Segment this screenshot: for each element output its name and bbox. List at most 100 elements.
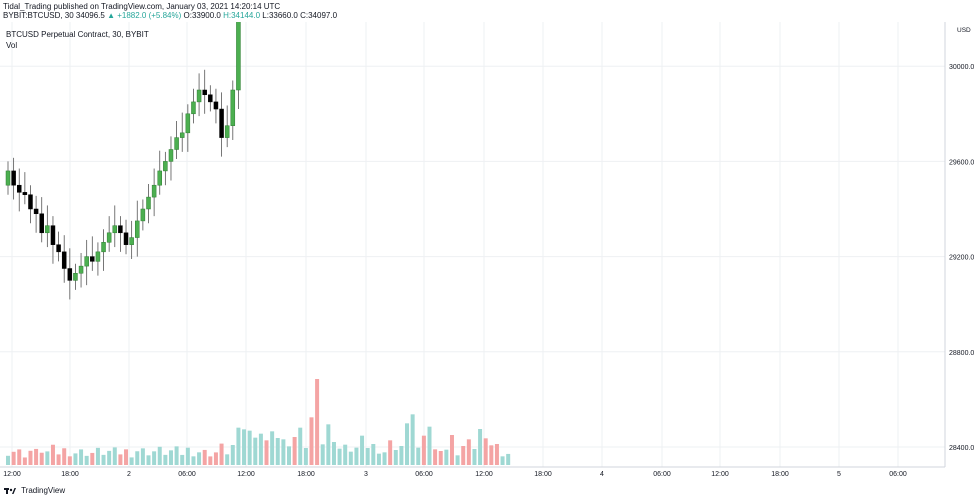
close-value: C:34097.0: [300, 11, 338, 20]
volume-bar: [39, 452, 44, 465]
volume-bar: [242, 429, 247, 465]
candle-body: [236, 22, 241, 91]
candle-body: [56, 244, 61, 253]
volume-bar: [281, 439, 286, 465]
time-tick: 12:00: [475, 471, 493, 478]
price-axis-bg: [945, 22, 980, 482]
candle-body: [84, 256, 89, 267]
candle-body: [230, 89, 236, 126]
volume-bar: [168, 450, 173, 465]
candle-body: [45, 225, 50, 234]
volume-bar: [449, 435, 454, 465]
candle-body: [146, 196, 151, 210]
volume-bar: [433, 449, 438, 465]
price-tick: 29200.0: [949, 255, 974, 262]
legend-volume: Vol: [6, 41, 18, 50]
volume-bar: [197, 452, 202, 465]
chart-area[interactable]: 10.500.50 35200.034800.034400.033600.033…: [0, 22, 980, 499]
volume-bar: [303, 448, 308, 465]
volume-bar: [309, 417, 314, 465]
volume-bar: [421, 435, 426, 465]
volume-bar: [174, 446, 179, 465]
candle-body: [90, 256, 95, 262]
time-tick: 12:00: [711, 471, 729, 478]
volume-bar: [135, 451, 140, 465]
volume-bar: [112, 447, 117, 465]
time-tick: 18:00: [297, 471, 315, 478]
volume-bar: [360, 435, 365, 465]
volume-bar: [185, 447, 190, 465]
volume-bar: [6, 455, 10, 465]
volume-bar: [84, 455, 89, 465]
candle-body: [202, 89, 207, 96]
candle-body: [78, 265, 84, 274]
candle-body: [106, 232, 112, 243]
time-tick: 5: [837, 471, 841, 478]
time-tick: 06:00: [889, 471, 907, 478]
volume-bar: [118, 454, 123, 465]
candle-body: [50, 225, 56, 245]
volume-bar: [202, 449, 207, 465]
candle-body: [191, 101, 196, 115]
volume-bar: [371, 444, 376, 465]
volume-bar: [34, 448, 39, 465]
publish-line: Tidal_Trading published on TradingView.c…: [3, 2, 281, 11]
volume-bar: [101, 454, 106, 465]
ohlc-line: BYBIT:BTCUSD, 30 34096.5 ▲ +1882.0 (+5.8…: [3, 11, 980, 20]
volume-bar: [315, 379, 320, 465]
volume-bar: [157, 446, 162, 465]
volume-bar: [56, 454, 61, 465]
volume-bar: [107, 450, 112, 465]
volume-bar: [298, 427, 303, 465]
volume-bar: [79, 449, 84, 465]
volume-bar: [494, 444, 499, 465]
volume-bar: [140, 448, 145, 465]
volume-bar: [62, 448, 67, 465]
candle-body: [11, 170, 16, 186]
volume-bar: [95, 447, 100, 465]
volume-bar: [270, 431, 275, 465]
volume-bar: [444, 449, 449, 465]
candle-body: [61, 251, 67, 269]
candle-body: [213, 101, 219, 110]
volume-bar: [247, 430, 252, 465]
time-tick: 06:00: [415, 471, 433, 478]
volume-bar: [438, 451, 443, 465]
candle-body: [135, 220, 140, 238]
volume-bar: [478, 429, 483, 465]
candle-body: [140, 208, 146, 222]
volume-bar: [348, 451, 353, 465]
candle-body: [219, 108, 224, 138]
candle-body: [179, 132, 185, 138]
candle-body: [157, 170, 162, 186]
price-tick: 29600.0: [949, 159, 974, 166]
volume-bar: [129, 457, 134, 465]
volume-bar: [146, 455, 151, 465]
volume-bar: [191, 456, 196, 465]
footer-brand: TradingView: [21, 486, 66, 495]
volume-bar: [73, 453, 78, 465]
candle-body: [123, 232, 129, 245]
candle-body: [5, 170, 11, 186]
volume-bar: [337, 448, 342, 465]
candle-body: [101, 242, 106, 253]
volume-bar: [489, 445, 494, 465]
time-tick: 18:00: [61, 471, 79, 478]
time-tick: 12:00: [237, 471, 255, 478]
volume-bar: [253, 437, 258, 465]
candle-body: [163, 161, 168, 172]
volume-bar: [11, 451, 16, 465]
volume-bar: [343, 444, 348, 465]
volume-bar: [213, 452, 218, 465]
candle-body: [208, 94, 213, 103]
volume-bar: [388, 440, 393, 465]
time-tick: 3: [364, 471, 368, 478]
price-tick: 30000.0: [949, 64, 974, 71]
volume-bar: [230, 445, 235, 465]
candle-body: [168, 149, 174, 162]
volume-bar: [208, 456, 213, 465]
volume-bar: [410, 414, 415, 465]
volume-bar: [275, 438, 280, 465]
price-tick: 28800.0: [949, 350, 974, 357]
price-chart[interactable]: 10.500.50 35200.034800.034400.033600.033…: [0, 22, 980, 482]
